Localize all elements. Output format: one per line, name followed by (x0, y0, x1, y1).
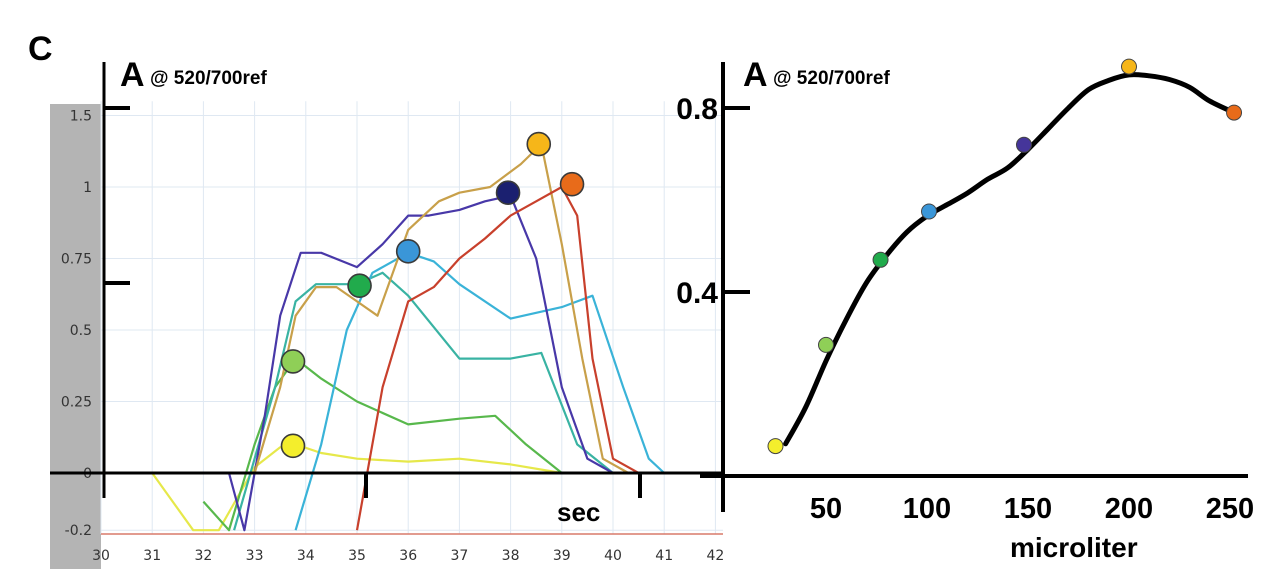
data-point (1015, 136, 1032, 153)
right-chart: 0.4 0.8 50 100 150 200 250 A @ 520/700ref mic… (676, 56, 1254, 563)
left-title-main: A (120, 56, 145, 94)
data-point (1226, 104, 1243, 121)
peak-marker-green (347, 273, 372, 298)
left-xlabel: sec (557, 497, 600, 527)
left-xtick-label: 42 (706, 548, 724, 564)
series-line-light-blue (294, 251, 665, 531)
left-xtick-label: 34 (297, 548, 315, 564)
data-point (921, 203, 938, 220)
right-xtick-label: 150 (1004, 493, 1052, 525)
right-fit-curve (783, 72, 1237, 447)
left-yaxis-strip (50, 104, 101, 569)
data-point (818, 336, 834, 353)
right-xticks: 50 100 150 200 250 (810, 493, 1254, 525)
left-peak-markers (280, 131, 585, 459)
left-series (151, 143, 665, 532)
left-xtick-label: 41 (655, 548, 673, 564)
left-xtick-label: 31 (143, 548, 161, 564)
peak-marker-orange (526, 131, 552, 157)
right-xtick-label: 200 (1105, 493, 1153, 525)
left-ytick-label: -0.2 (65, 523, 92, 539)
series-line-red (355, 185, 640, 531)
right-xtick-label: 50 (810, 493, 842, 525)
series-line-light-green (202, 357, 613, 532)
left-ytick-label: 0.5 (70, 323, 92, 339)
right-ytick-label: 0.4 (676, 277, 718, 310)
right-ytick-label: 0.8 (676, 93, 718, 126)
data-point (872, 251, 889, 268)
data-point (767, 438, 784, 455)
peak-marker-dark-blue (495, 180, 521, 206)
series-line-orange (253, 143, 629, 474)
left-xtick-labels: 30 31 32 33 34 35 36 37 38 39 40 41 42 (92, 548, 724, 564)
left-xtick-label: 40 (604, 548, 622, 564)
left-ytick-label: 0.25 (61, 395, 92, 411)
right-xlabel: microliter (1010, 532, 1138, 563)
data-point (1121, 58, 1137, 75)
series-line-dark-blue (227, 194, 614, 532)
left-xtick-label: 37 (450, 548, 468, 564)
right-title-main: A (743, 56, 768, 94)
right-yticks: 0.4 0.8 (676, 93, 750, 310)
left-xtick-label: 36 (399, 548, 417, 564)
peak-marker-yellow (280, 433, 306, 459)
peak-marker-light-blue (395, 239, 421, 264)
peak-marker-red (559, 171, 585, 197)
right-xtick-label: 100 (903, 493, 951, 525)
series-line-yellow (151, 443, 613, 532)
left-xtick-label: 32 (194, 548, 212, 564)
right-xtick-label: 250 (1206, 493, 1254, 525)
left-xtick-label: 38 (502, 548, 520, 564)
right-data-points (767, 58, 1243, 455)
left-xtick-label: 33 (246, 548, 264, 564)
left-xtick-label: 39 (553, 548, 571, 564)
peak-marker-light-green (280, 349, 306, 374)
left-ytick-label: 1 (83, 180, 92, 196)
left-ytick-label: 0.75 (61, 252, 92, 268)
right-title-sub: @ 520/700ref (773, 68, 890, 89)
panel-label: C (28, 30, 53, 68)
left-gridlines (100, 101, 723, 534)
left-xtick-label: 35 (348, 548, 366, 564)
left-xtick-label: 30 (92, 548, 110, 564)
left-title-sub: @ 520/700ref (150, 68, 267, 89)
left-ytick-label: 1.5 (70, 109, 92, 125)
